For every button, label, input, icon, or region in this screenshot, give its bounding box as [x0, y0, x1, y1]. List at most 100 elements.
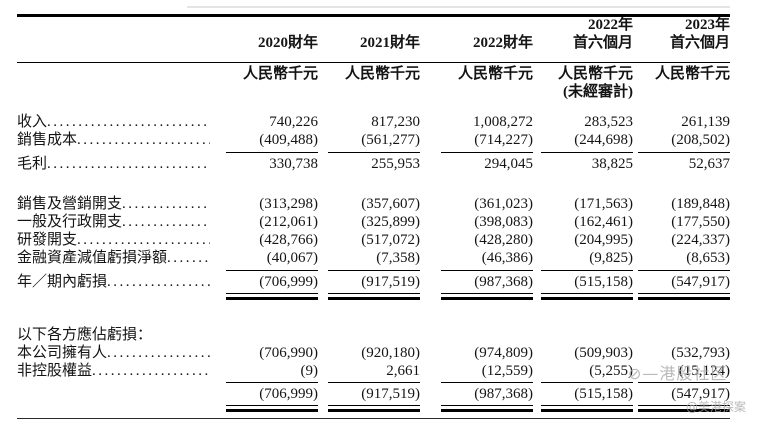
value-cell: 1,008,272	[473, 114, 533, 130]
row-gross-profit: 毛利......................................…	[17, 155, 730, 173]
row-loss-for-period: 年／期內虧損..................................…	[17, 273, 730, 291]
value-cell: (325,899)	[361, 214, 420, 230]
row-label: 一般及行政開支	[17, 214, 123, 230]
header-row-period-top: 2022年 2023年	[17, 17, 730, 34]
value-cell: (706,999)	[259, 274, 318, 290]
dot-leader: ........................................…	[77, 232, 210, 248]
financial-statement-table: 2022年 2023年 2020財年 2021財年 2022財年 首六個月 首六…	[17, 6, 730, 419]
col-header	[318, 17, 420, 34]
value-cell: (428,280)	[474, 232, 533, 248]
value-cell: (171,563)	[574, 196, 633, 212]
value-cell: (46,386)	[481, 250, 533, 266]
value-cell: (357,607)	[361, 196, 420, 212]
value-cell: (974,809)	[474, 345, 533, 361]
col-header-1h2023: 首六個月	[669, 35, 730, 51]
value-cell: (515,158)	[574, 386, 633, 402]
col-header	[420, 17, 533, 34]
dot-leader: ........................................…	[122, 214, 210, 230]
value-cell: (224,337)	[671, 232, 730, 248]
col-header-fy2022: 2022財年	[472, 35, 533, 51]
value-cell: (5,255)	[589, 363, 633, 379]
sum-rule-row	[17, 267, 730, 273]
value-cell: (212,061)	[259, 214, 318, 230]
value-cell: (208,502)	[671, 132, 730, 148]
section-heading: 以下各方應佔虧損：	[17, 327, 153, 343]
watermark-site-text: 港股社区	[659, 364, 728, 383]
value-cell: (706,990)	[259, 345, 318, 361]
value-cell: (547,917)	[671, 386, 730, 402]
spacer	[17, 101, 730, 113]
value-cell: (177,550)	[671, 214, 730, 230]
dot-leader: ........................................…	[107, 345, 210, 361]
col-header-fy2021: 2021財年	[359, 35, 420, 51]
value-cell: (714,227)	[474, 132, 533, 148]
value-cell: 283,523	[584, 114, 633, 130]
value-cell: 38,825	[591, 156, 633, 172]
value-cell: 52,637	[688, 156, 730, 172]
dot-leader: ........................................…	[122, 196, 210, 212]
col-header-fy2020: 2020財年	[257, 35, 318, 51]
scan-artifact-line	[187, 6, 730, 8]
value-cell: (361,023)	[474, 196, 533, 212]
value-cell: (9,825)	[589, 250, 633, 266]
row-label: 收入	[17, 114, 48, 130]
row-label: 銷售及營銷開支	[17, 196, 123, 212]
unit-label: 人民幣千元	[344, 66, 420, 82]
unit-row: 人民幣千元 人民幣千元 人民幣千元 人民幣千元 人民幣千元	[17, 63, 730, 84]
value-cell: (987,368)	[474, 386, 533, 402]
value-cell: 330,738	[269, 156, 318, 172]
value-cell: (409,488)	[259, 132, 318, 148]
value-cell: (532,793)	[671, 345, 730, 361]
value-cell: (917,519)	[361, 274, 420, 290]
spacer	[17, 303, 730, 326]
col-header: 2022年	[587, 17, 633, 33]
dot-leader: ........................................…	[107, 274, 210, 290]
row-rnd-expenses: 研發開支....................................…	[17, 231, 730, 249]
value-cell: (7,358)	[376, 250, 420, 266]
row-label: 非控股權益	[17, 363, 93, 379]
col-header	[210, 17, 318, 34]
row-selling-marketing-expenses: 銷售及營銷開支.................................…	[17, 195, 730, 213]
value-cell: (547,917)	[671, 274, 730, 290]
value-cell: (15,124)	[678, 363, 730, 379]
row-label: 年／期內虧損	[17, 274, 108, 290]
value-cell: (428,766)	[259, 232, 318, 248]
value-cell: (204,995)	[574, 232, 633, 248]
row-label: 毛利	[17, 156, 48, 172]
row-label: 銷售成本	[17, 132, 78, 148]
value-cell: (12,559)	[481, 363, 533, 379]
unaudited-note-row: (未經審計)	[17, 83, 730, 101]
value-cell: (398,083)	[474, 214, 533, 230]
value-cell: (40,067)	[266, 250, 318, 266]
dot-leader: ........................................…	[92, 363, 210, 379]
value-cell: 294,045	[484, 156, 533, 172]
value-cell: 2,661	[386, 363, 420, 379]
watermark-handle: @美港探案	[686, 400, 747, 414]
row-general-admin-expenses: 一般及行政開支.................................…	[17, 213, 730, 231]
header-divider-rule	[17, 53, 730, 63]
unit-label: 人民幣千元	[654, 66, 730, 82]
col-header: 2023年	[684, 17, 730, 33]
row-label: 本公司擁有人	[17, 345, 108, 361]
col-header-1h2022: 首六個月	[572, 35, 633, 51]
total-double-rule-row	[17, 291, 730, 303]
row-cost-of-sales: 銷售成本....................................…	[17, 131, 730, 149]
unit-label: 人民幣千元	[242, 66, 318, 82]
sum-rule-row	[17, 149, 730, 155]
unit-label: 人民幣千元	[557, 66, 633, 82]
value-cell: 261,139	[681, 114, 730, 130]
value-cell: (987,368)	[474, 274, 533, 290]
row-impairment-losses: 金融資產減值虧損淨額..............................…	[17, 249, 730, 267]
dot-leader: ........................................…	[77, 132, 210, 148]
row-label: 研發開支	[17, 232, 78, 248]
sum-rule-row	[17, 380, 730, 385]
value-cell: (189,848)	[671, 196, 730, 212]
row-revenue: 收入......................................…	[17, 113, 730, 131]
row-label: 金融資產減值虧損淨額	[17, 250, 168, 266]
total-double-rule-row	[17, 403, 730, 415]
value-cell: (8,653)	[686, 250, 730, 266]
unit-label: 人民幣千元	[457, 66, 533, 82]
value-cell: 740,226	[269, 114, 318, 130]
value-cell: (920,180)	[361, 345, 420, 361]
watermark-logo-icon: ⊘	[628, 364, 643, 383]
